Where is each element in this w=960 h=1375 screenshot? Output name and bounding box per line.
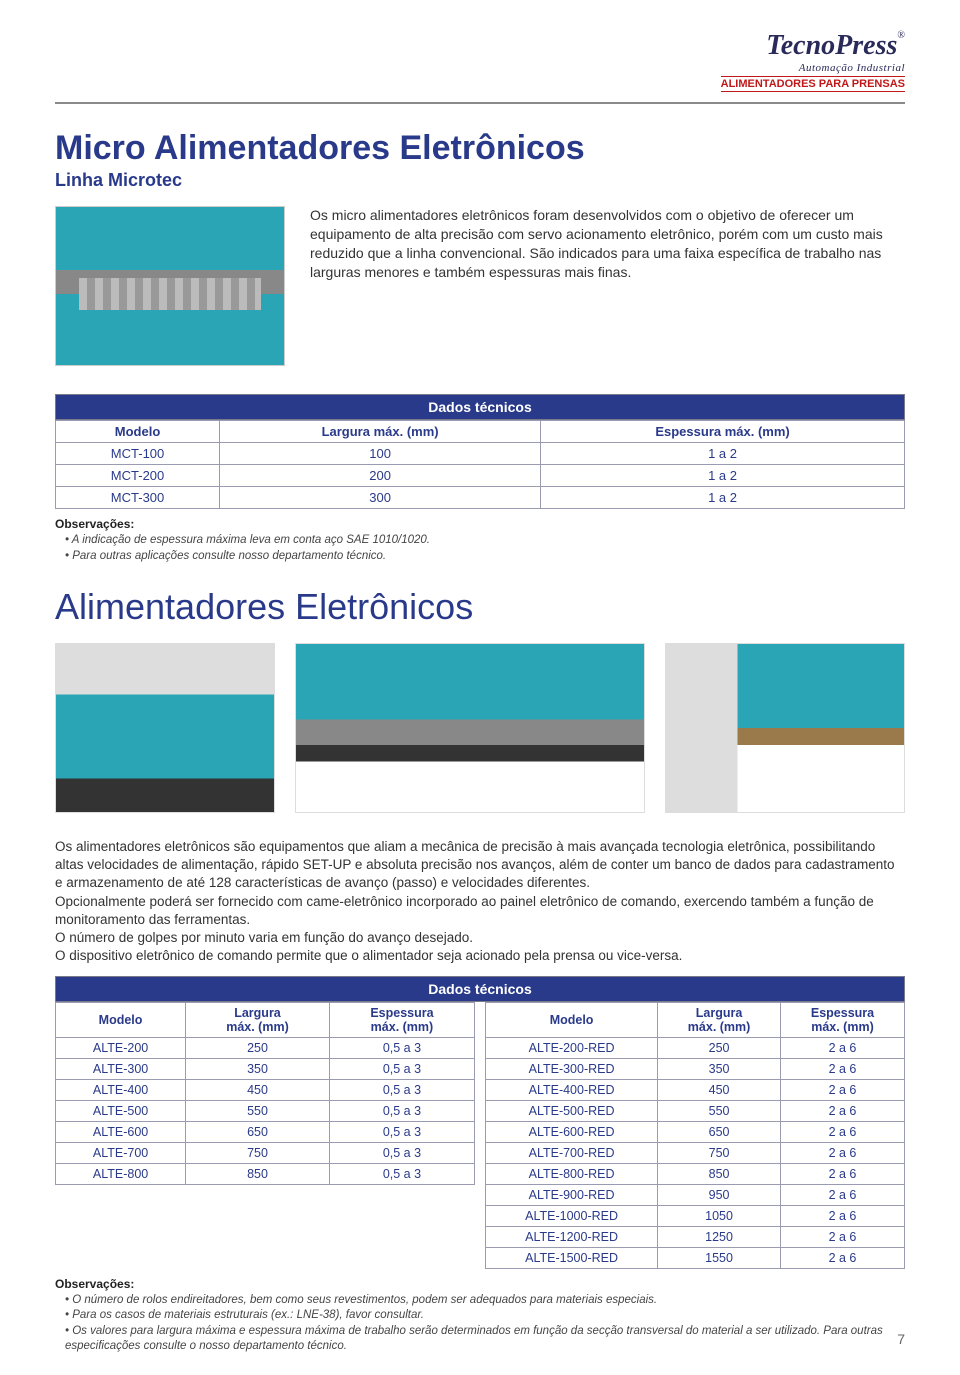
table-row: ALTE-200-RED2502 a 6 [486, 1037, 905, 1058]
table-row: ALTE-400-RED4502 a 6 [486, 1079, 905, 1100]
table-row: ALTE-1500-RED15502 a 6 [486, 1247, 905, 1268]
logo-reg: ® [897, 30, 905, 41]
product-image-1 [55, 206, 285, 366]
table2-caption: Dados técnicos [55, 976, 905, 1002]
product-images-row [55, 643, 905, 813]
product-image-4 [665, 643, 905, 813]
obs-item: Para outras aplicações consulte nosso de… [65, 549, 905, 565]
logo-text-2: Press [835, 30, 897, 61]
section1-intro: Os micro alimentadores eletrônicos foram… [310, 206, 905, 282]
table1-col-header: Modelo [56, 421, 220, 443]
table-row: ALTE-4004500,5 a 3 [56, 1079, 475, 1100]
table-row: ALTE-700-RED7502 a 6 [486, 1142, 905, 1163]
page-number: 7 [897, 1331, 905, 1347]
section2-observations: Observações: O número de rolos endireita… [55, 1277, 905, 1355]
table-row: ALTE-800-RED8502 a 6 [486, 1163, 905, 1184]
divider [55, 102, 905, 104]
table1: ModeloLargura máx. (mm)Espessura máx. (m… [55, 420, 905, 509]
obs-item: O número de rolos endireitadores, bem co… [65, 1293, 905, 1309]
product-image-2 [55, 643, 275, 813]
page-header: TecnoPress® Automação Industrial ALIMENT… [55, 30, 905, 92]
logo-text-1: Tecno [766, 30, 835, 61]
logo-subtitle: Automação Industrial [721, 62, 905, 74]
section1-title: Micro Alimentadores Eletrônicos [55, 129, 905, 168]
table2-col-header: Modelo [486, 1002, 658, 1037]
obs-item: A indicação de espessura máxima leva em … [65, 533, 905, 549]
table-row: ALTE-2002500,5 a 3 [56, 1037, 475, 1058]
section2-title: Alimentadores Eletrônicos [55, 586, 905, 628]
table-row: ALTE-500-RED5502 a 6 [486, 1100, 905, 1121]
table2-col-header: Espessura máx. (mm) [329, 1002, 474, 1037]
product-image-3 [295, 643, 645, 813]
table-row: ALTE-6006500,5 a 3 [56, 1121, 475, 1142]
table2-right: ModeloLargura máx. (mm)Espessura máx. (m… [485, 1002, 905, 1269]
table2-col-header: Espessura máx. (mm) [780, 1002, 904, 1037]
obs1-title: Observações: [55, 517, 905, 531]
obs-item: Os valores para largura máxima e espessu… [65, 1324, 905, 1355]
table-row: ALTE-1000-RED10502 a 6 [486, 1205, 905, 1226]
table-row: ALTE-1200-RED12502 a 6 [486, 1226, 905, 1247]
section2-body: Os alimentadores eletrônicos são equipam… [55, 838, 905, 966]
section1-subtitle: Linha Microtec [55, 170, 905, 191]
table-row: ALTE-900-RED9502 a 6 [486, 1184, 905, 1205]
table-row: ALTE-600-RED6502 a 6 [486, 1121, 905, 1142]
table2-left: ModeloLargura máx. (mm)Espessura máx. (m… [55, 1002, 475, 1185]
table-row: MCT-1001001 a 2 [56, 443, 905, 465]
logo-tagline: ALIMENTADORES PARA PRENSAS [721, 76, 905, 92]
table-row: ALTE-3003500,5 a 3 [56, 1058, 475, 1079]
table1-col-header: Espessura máx. (mm) [541, 421, 905, 443]
table-row: MCT-2002001 a 2 [56, 465, 905, 487]
table2-col-header: Modelo [56, 1002, 186, 1037]
table1-caption: Dados técnicos [55, 394, 905, 420]
table-row: ALTE-8008500,5 a 3 [56, 1163, 475, 1184]
table2-col-header: Largura máx. (mm) [186, 1002, 330, 1037]
table-row: MCT-3003001 a 2 [56, 487, 905, 509]
logo: TecnoPress® Automação Industrial ALIMENT… [721, 30, 905, 92]
table-row: ALTE-5005500,5 a 3 [56, 1100, 475, 1121]
table1-col-header: Largura máx. (mm) [220, 421, 541, 443]
table2-col-header: Largura máx. (mm) [658, 1002, 781, 1037]
obs-item: Para os casos de materiais estruturais (… [65, 1308, 905, 1324]
table-row: ALTE-300-RED3502 a 6 [486, 1058, 905, 1079]
table-row: ALTE-7007500,5 a 3 [56, 1142, 475, 1163]
section1-observations: Observações: A indicação de espessura má… [55, 517, 905, 564]
obs2-title: Observações: [55, 1277, 905, 1291]
